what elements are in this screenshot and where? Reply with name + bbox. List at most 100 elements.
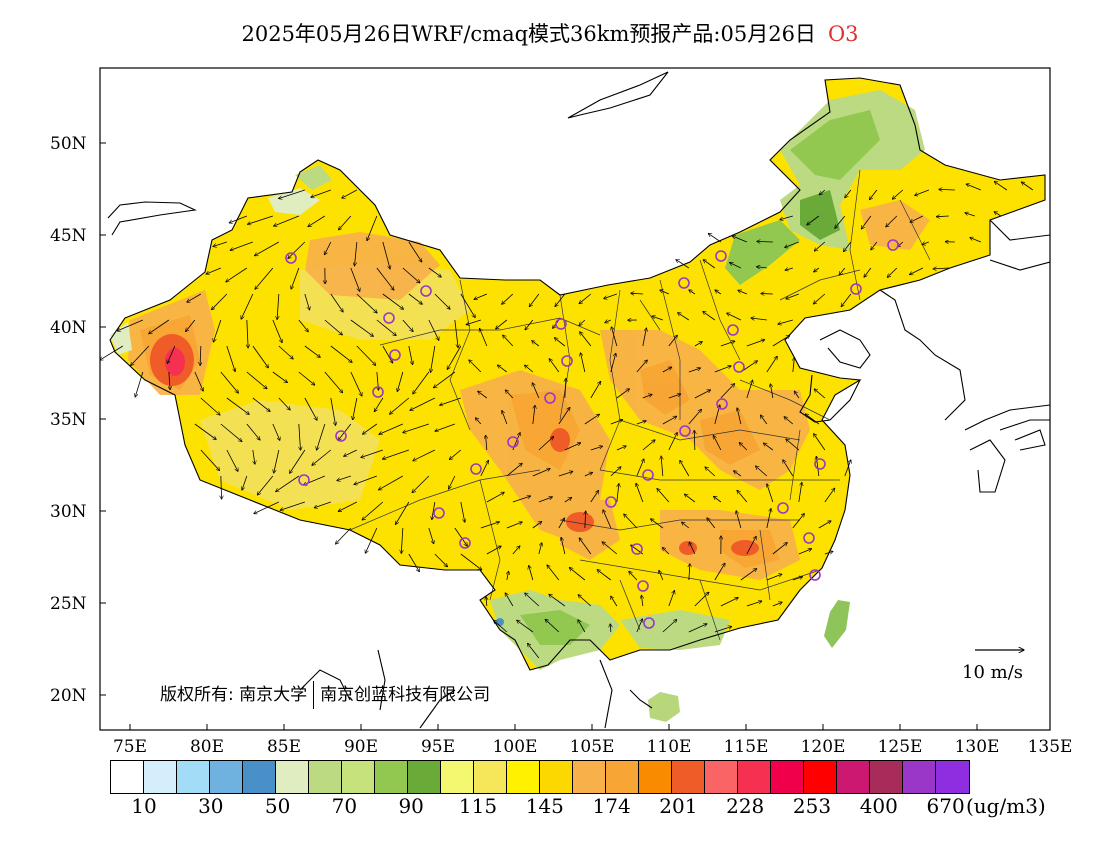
wind-arrow <box>474 293 488 299</box>
wind-arrow <box>939 189 955 190</box>
wind-arrow <box>772 602 782 607</box>
lon-label-130: 130E <box>954 737 1000 757</box>
wind-arrow <box>756 466 768 477</box>
china-outline <box>109 77 1046 671</box>
wind-arrow <box>610 420 623 425</box>
wind-arrow <box>362 501 384 520</box>
wind-arrow <box>746 536 756 555</box>
wind-arrow <box>870 189 878 200</box>
wind-arrow <box>579 293 592 304</box>
wind-arrow <box>382 449 409 459</box>
wind-arrow <box>578 595 592 607</box>
lat-label-45: 45N <box>50 226 87 246</box>
reference-wind-label: 10 m/s <box>962 662 1023 683</box>
wind-arrow <box>435 423 455 431</box>
copyright-company: 南京创蓝科技有限公司 <box>320 685 491 705</box>
wind-arrow <box>135 371 144 397</box>
wind-arrow <box>641 595 642 607</box>
station-marker <box>809 569 821 581</box>
wind-arrow <box>432 501 436 520</box>
wind-arrow <box>246 371 267 389</box>
wind-arrow <box>792 577 803 581</box>
wind-arrow <box>564 443 581 451</box>
color-scale-label: 50 <box>264 794 291 818</box>
wind-arrow <box>824 551 833 554</box>
wind-arrow <box>549 359 560 373</box>
wind-arrow <box>662 548 670 555</box>
wind-arrow <box>200 397 220 415</box>
wind-arrow <box>298 371 315 385</box>
wind-arrow <box>308 215 326 227</box>
wind-arrow <box>662 367 672 373</box>
wind-arrow <box>767 484 774 503</box>
wind-arrow <box>746 601 762 607</box>
wind-arrow <box>344 449 358 456</box>
wind-arrow <box>257 475 274 495</box>
wind-arrow <box>401 527 403 553</box>
wind-arrow <box>493 620 508 633</box>
wind-arrow <box>330 397 336 425</box>
wind-arrow <box>668 433 677 451</box>
wind-arrow <box>413 449 436 461</box>
wind-arrow <box>337 475 351 481</box>
wind-arrow <box>558 472 573 477</box>
wind-arrow <box>1021 182 1034 191</box>
wind-arrow <box>554 338 566 347</box>
wind-arrow <box>694 430 695 451</box>
wind-arrow <box>861 215 872 229</box>
wind-arrow <box>737 490 748 503</box>
lon-label-90: 90E <box>343 737 379 757</box>
wind-arrow <box>814 267 820 272</box>
wind-arrow <box>682 522 690 529</box>
wind-arrow <box>688 409 702 425</box>
wind-arrow <box>460 553 482 570</box>
wind-arrow <box>312 449 332 465</box>
wind-arrow <box>512 546 520 555</box>
station-marker <box>555 318 567 330</box>
wind-arrow <box>367 215 378 241</box>
wind-arrow <box>642 440 655 451</box>
color-scale-label: 90 <box>398 794 424 818</box>
color-scale-label: 174 <box>592 794 631 818</box>
wind-arrow <box>220 423 242 442</box>
wind-arrow <box>505 593 514 607</box>
station-marker <box>298 474 310 486</box>
wind-arrow <box>403 423 429 433</box>
wind-arrow <box>689 542 696 555</box>
wind-arrow <box>469 360 482 373</box>
station-marker <box>383 312 395 324</box>
wind-arrow <box>590 446 603 451</box>
wind-arrow <box>253 449 255 464</box>
wind-arrow <box>272 371 288 383</box>
wind-arrow <box>434 553 448 567</box>
wind-arrow <box>200 345 201 366</box>
wind-arrow <box>657 489 670 503</box>
wind-arrow <box>408 345 413 365</box>
wind-arrow <box>211 293 228 310</box>
wind-arrow <box>824 488 835 503</box>
wind-arrow <box>886 215 898 227</box>
wind-arrow <box>814 434 826 451</box>
lon-label-125: 125E <box>877 737 923 757</box>
wind-arrow <box>506 463 522 477</box>
wind-arrow <box>668 591 675 607</box>
wind-arrow <box>933 268 949 269</box>
wind-arrow <box>703 260 716 269</box>
wind-arrow <box>460 501 465 522</box>
wind-arrow <box>707 518 716 529</box>
lon-label-115: 115E <box>723 737 769 757</box>
wind-arrow <box>579 538 592 555</box>
wind-arrow <box>408 293 422 304</box>
color-scale-unit: (ug/m3) <box>966 794 1046 818</box>
lon-label-120: 120E <box>800 737 846 757</box>
wind-arrow <box>805 414 820 425</box>
wind-arrow <box>194 423 216 440</box>
color-scale-label: 400 <box>859 794 898 818</box>
wind-arrow <box>431 345 436 372</box>
lat-label-40: 40N <box>50 318 87 338</box>
wind-arrow <box>342 189 358 198</box>
wind-arrow <box>835 215 846 228</box>
station-marker <box>285 252 297 264</box>
station-marker <box>561 355 573 367</box>
wind-arrow <box>311 189 331 197</box>
